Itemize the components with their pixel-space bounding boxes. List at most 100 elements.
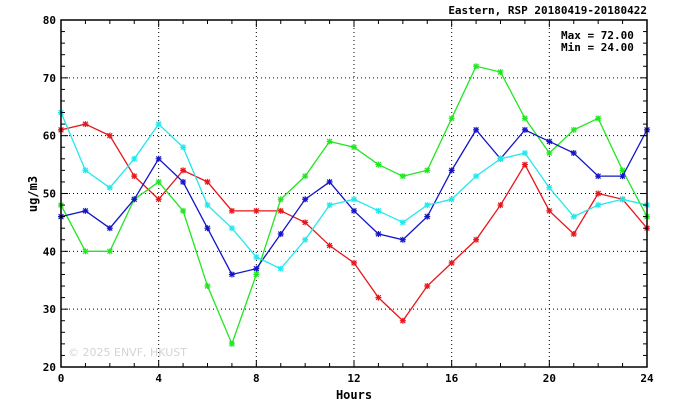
data-point xyxy=(521,115,528,122)
data-point xyxy=(351,259,357,266)
data-point xyxy=(204,225,211,232)
data-point xyxy=(106,184,113,191)
data-point xyxy=(277,207,284,214)
data-point xyxy=(619,196,626,203)
data-point xyxy=(399,219,406,226)
data-point xyxy=(155,196,162,203)
data-point xyxy=(277,196,284,203)
watermark: © 2025 ENVF, HKUST xyxy=(68,346,187,359)
data-point xyxy=(497,155,504,162)
grid-lines xyxy=(61,20,647,367)
data-point xyxy=(570,126,577,133)
series-line-2 xyxy=(60,65,648,346)
data-point xyxy=(375,294,382,301)
data-point xyxy=(253,271,260,278)
data-point xyxy=(546,150,553,157)
data-point xyxy=(253,207,260,214)
data-point xyxy=(131,173,138,180)
data-point xyxy=(375,161,382,168)
data-point xyxy=(277,230,284,237)
data-point xyxy=(351,196,357,203)
data-point xyxy=(497,202,504,209)
data-point xyxy=(180,178,187,185)
data-point xyxy=(424,213,431,220)
data-point xyxy=(351,207,357,214)
x-tick-label: 4 xyxy=(155,372,162,385)
data-point xyxy=(106,248,113,255)
data-point xyxy=(473,236,480,243)
data-point xyxy=(326,178,333,185)
data-point xyxy=(155,178,162,185)
data-point xyxy=(399,173,406,180)
y-tick-label: 70 xyxy=(43,72,56,85)
x-tick-label: 12 xyxy=(347,372,360,385)
data-point xyxy=(570,213,577,220)
data-point xyxy=(228,271,235,278)
data-point xyxy=(521,126,528,133)
data-point xyxy=(180,207,187,214)
data-point xyxy=(570,230,577,237)
data-point xyxy=(228,340,235,347)
data-point xyxy=(82,207,89,214)
data-point xyxy=(180,167,187,174)
data-point xyxy=(82,121,89,128)
data-point xyxy=(399,236,406,243)
data-point xyxy=(228,225,235,232)
data-point xyxy=(302,196,309,203)
data-point xyxy=(521,161,528,168)
data-point xyxy=(82,167,89,174)
min-label: Min = 24.00 xyxy=(561,41,634,54)
x-tick-label: 16 xyxy=(445,372,459,385)
data-point xyxy=(326,202,333,209)
data-point xyxy=(375,207,382,214)
y-tick-label: 80 xyxy=(43,14,56,27)
data-point xyxy=(473,126,480,133)
x-tick-label: 20 xyxy=(543,372,556,385)
data-point xyxy=(131,196,138,203)
chart-title: Eastern, RSP 20180419-20180422 xyxy=(448,4,647,17)
data-point xyxy=(375,230,382,237)
data-point xyxy=(180,144,187,151)
x-tick-label: 0 xyxy=(58,372,65,385)
data-point xyxy=(204,202,211,209)
data-point xyxy=(619,173,626,180)
data-point xyxy=(619,167,626,174)
axis-ticks: 0 4 8 12 16 20 24 20 30 40 50 60 70 80 xyxy=(43,14,654,385)
y-axis-label: ug/m3 xyxy=(26,176,40,212)
data-point xyxy=(546,138,553,145)
data-point xyxy=(595,202,602,209)
data-point xyxy=(448,259,455,266)
x-tick-label: 8 xyxy=(253,372,260,385)
data-point xyxy=(570,150,577,157)
data-point xyxy=(546,207,553,214)
x-axis-label: Hours xyxy=(336,388,372,402)
data-point xyxy=(424,202,431,209)
y-tick-label: 60 xyxy=(43,130,56,143)
data-point xyxy=(204,178,211,185)
data-point xyxy=(448,196,455,203)
data-point xyxy=(106,225,113,232)
data-point xyxy=(326,138,333,145)
data-point xyxy=(595,173,602,180)
series-line-1 xyxy=(60,123,648,322)
data-point xyxy=(277,265,284,272)
data-point xyxy=(448,167,455,174)
data-point xyxy=(473,63,480,70)
data-point xyxy=(155,121,162,128)
y-tick-label: 20 xyxy=(43,361,56,374)
data-point xyxy=(595,115,602,122)
data-point xyxy=(155,155,162,162)
data-point xyxy=(82,248,89,255)
data-point xyxy=(399,317,406,324)
y-tick-label: 30 xyxy=(43,303,56,316)
data-point xyxy=(595,190,602,197)
data-point xyxy=(302,219,309,226)
data-point xyxy=(424,167,431,174)
data-point xyxy=(473,173,480,180)
data-point xyxy=(546,184,553,191)
max-label: Max = 72.00 xyxy=(561,29,634,42)
data-point xyxy=(253,254,260,261)
y-tick-label: 50 xyxy=(43,188,56,201)
data-point xyxy=(228,207,235,214)
